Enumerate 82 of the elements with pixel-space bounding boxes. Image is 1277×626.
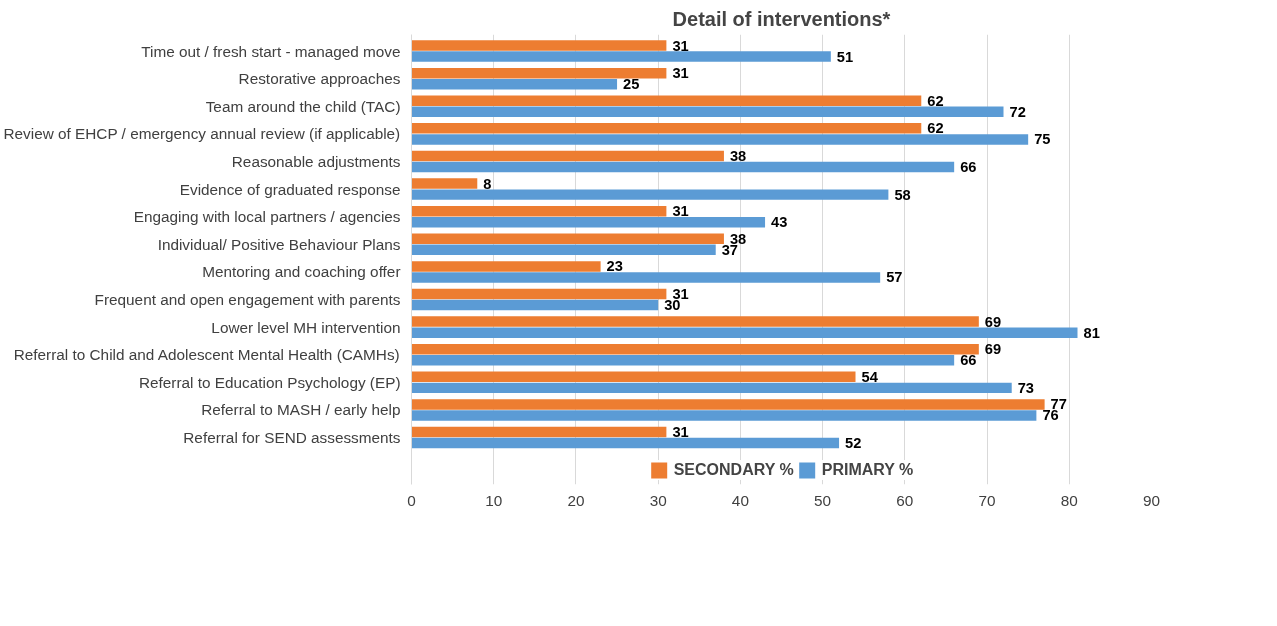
data-label: 23 [606,258,623,275]
bar [411,343,979,355]
data-label: 72 [1009,103,1026,120]
data-label: 57 [886,269,903,286]
data-label: 31 [672,65,689,82]
data-label: 8 [483,175,492,192]
y-tick-label: Frequent and open engagement with parents [94,291,401,309]
x-tick-label: 60 [896,491,914,509]
data-label: 66 [960,352,977,369]
data-label: 66 [960,159,977,176]
x-tick-label: 20 [567,491,585,509]
y-tick-label: Referral for SEND assessments [183,429,401,447]
bar [411,161,955,173]
y-tick-label: Referral to Child and Adolescent Mental Health (CAMHs) [13,346,400,364]
y-tick-label: Evidence of graduated response [179,180,401,198]
y-tick-label: Team around the child (TAC) [205,97,401,115]
bar [411,288,667,300]
bar [411,327,1078,338]
bar [411,216,766,228]
x-tick-label: 30 [649,491,667,509]
bar [411,244,716,256]
y-tick-label: Reasonable adjustments [231,152,401,170]
data-label: 25 [623,76,640,93]
x-tick-label: 80 [1060,491,1078,509]
bar [411,316,979,327]
bar [411,426,667,438]
bar [411,410,1037,421]
y-tick-label: Lower level MH intervention [211,318,401,336]
data-label: 54 [861,368,879,385]
x-tick-label: 10 [485,491,503,509]
bar [411,150,724,162]
data-label: 69 [984,313,1002,330]
data-label: 75 [1034,131,1051,148]
y-tick-label: Referral to Education Psychology (EP) [138,373,401,391]
data-label: 81 [1083,324,1100,341]
data-label: 38 [729,147,747,164]
bar [411,205,667,217]
bar [411,106,1004,118]
y-tick-label: Time out / fresh start - managed move [141,42,401,60]
x-tick-label: 70 [978,491,996,509]
y-tick-label: Mentoring and coaching offer [202,263,401,281]
bar [411,67,667,79]
bar [411,437,840,449]
y-tick-label: Engaging with local partners / agencies [133,208,401,226]
bar [411,355,955,366]
bar [411,261,601,272]
data-label: 51 [836,48,854,65]
y-tick-label: Restorative approaches [238,70,401,88]
bar [411,95,922,106]
bar [411,233,724,245]
data-label: 62 [927,120,944,137]
data-label: 69 [984,341,1002,358]
bar [411,299,659,311]
bar [411,134,1029,145]
x-tick-label: 0 [407,491,416,509]
y-tick-label: Individual/ Positive Behaviour Plans [157,235,401,253]
bar [411,78,618,90]
bar [411,189,889,200]
chart-title: Detail of interventions* [672,7,891,30]
bar [411,272,881,283]
legend-label: PRIMARY % [821,461,914,479]
bar [411,40,667,51]
bar [411,178,478,189]
data-label: 31 [672,37,689,54]
data-label: 43 [771,214,788,231]
x-tick-label: 50 [814,491,832,509]
data-label: 73 [1017,379,1035,396]
x-tick-label: 90 [1142,491,1161,509]
y-tick-label: Referral to MASH / early help [201,401,401,419]
bar [411,371,856,383]
data-label: 58 [894,186,911,203]
data-label: 52 [845,435,862,452]
bar [411,123,922,134]
y-tick-label: Review of EHCP / emergency annual review (if applicable) [3,125,401,143]
bar [411,399,1045,410]
x-tick-label: 40 [731,491,749,509]
legend-label: SECONDARY % [673,461,794,479]
bar [411,51,831,62]
data-label: 62 [927,92,944,109]
data-label: 31 [672,203,689,220]
data-label: 31 [672,424,689,441]
bar [411,382,1012,394]
